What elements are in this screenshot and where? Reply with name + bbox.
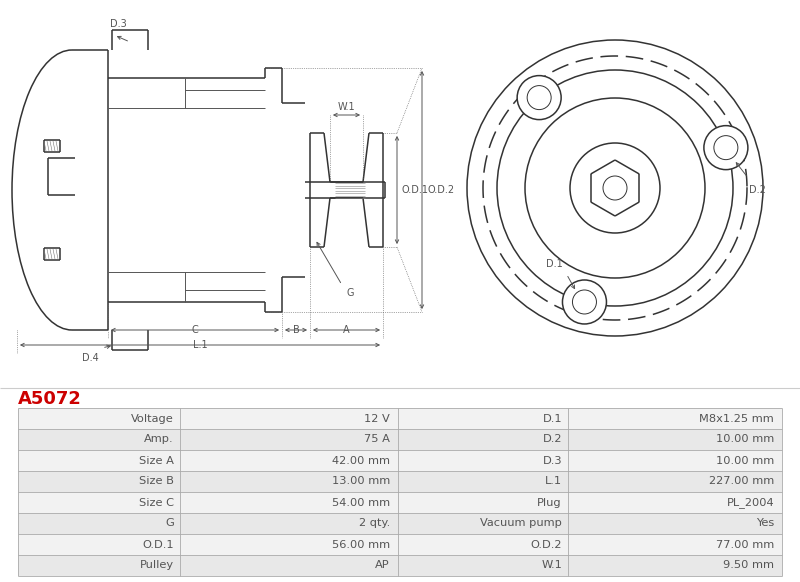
Text: Yes: Yes — [756, 519, 774, 528]
Text: O.D.1: O.D.1 — [402, 185, 429, 195]
Text: 227.00 mm: 227.00 mm — [709, 477, 774, 487]
Text: 12 V: 12 V — [364, 413, 390, 424]
Circle shape — [573, 290, 597, 314]
Text: 10.00 mm: 10.00 mm — [716, 435, 774, 445]
Text: M8x1.25 mm: M8x1.25 mm — [699, 413, 774, 424]
Bar — [18, 471, 782, 492]
Text: 54.00 mm: 54.00 mm — [332, 498, 390, 508]
Text: Pulley: Pulley — [140, 560, 174, 570]
Bar — [18, 534, 782, 555]
Bar — [18, 408, 782, 429]
Text: D.1: D.1 — [542, 413, 562, 424]
Text: O.D.1: O.D.1 — [142, 540, 174, 549]
Text: 13.00 mm: 13.00 mm — [332, 477, 390, 487]
Bar — [18, 513, 782, 534]
Text: A5072: A5072 — [18, 390, 82, 408]
Circle shape — [517, 76, 561, 120]
Text: Size B: Size B — [139, 477, 174, 487]
Circle shape — [527, 86, 551, 109]
Text: 75 A: 75 A — [364, 435, 390, 445]
Text: G: G — [346, 288, 354, 298]
Text: W.1: W.1 — [338, 102, 355, 112]
Text: 9.50 mm: 9.50 mm — [723, 560, 774, 570]
Text: L.1: L.1 — [193, 340, 207, 350]
Text: O.D.2: O.D.2 — [530, 540, 562, 549]
Text: D.3: D.3 — [110, 19, 126, 29]
Text: 42.00 mm: 42.00 mm — [332, 456, 390, 466]
Bar — [18, 450, 782, 471]
Text: G: G — [166, 519, 174, 528]
Text: Size C: Size C — [139, 498, 174, 508]
Text: Vacuum pump: Vacuum pump — [480, 519, 562, 528]
Text: D.2: D.2 — [542, 435, 562, 445]
Circle shape — [467, 40, 763, 336]
Text: 56.00 mm: 56.00 mm — [332, 540, 390, 549]
Text: PL_2004: PL_2004 — [726, 497, 774, 508]
Text: D.2: D.2 — [750, 184, 766, 194]
Text: W.1: W.1 — [541, 560, 562, 570]
Circle shape — [704, 126, 748, 169]
Text: Size A: Size A — [139, 456, 174, 466]
Text: 77.00 mm: 77.00 mm — [716, 540, 774, 549]
Text: Plug: Plug — [538, 498, 562, 508]
Circle shape — [562, 280, 606, 324]
Text: B: B — [293, 325, 299, 335]
Text: D.4: D.4 — [82, 353, 98, 363]
Bar — [18, 555, 782, 576]
Text: O.D.2: O.D.2 — [428, 185, 455, 195]
Circle shape — [570, 143, 660, 233]
Text: Voltage: Voltage — [131, 413, 174, 424]
Text: 2 qty.: 2 qty. — [358, 519, 390, 528]
Text: D.1: D.1 — [546, 259, 563, 269]
Text: C: C — [192, 325, 198, 335]
Text: Amp.: Amp. — [144, 435, 174, 445]
Bar — [18, 429, 782, 450]
Text: A: A — [343, 325, 350, 335]
Text: AP: AP — [375, 560, 390, 570]
Text: D.3: D.3 — [542, 456, 562, 466]
Circle shape — [603, 176, 627, 200]
Text: 10.00 mm: 10.00 mm — [716, 456, 774, 466]
Text: L.1: L.1 — [545, 477, 562, 487]
Circle shape — [714, 136, 738, 159]
Bar — [18, 492, 782, 513]
